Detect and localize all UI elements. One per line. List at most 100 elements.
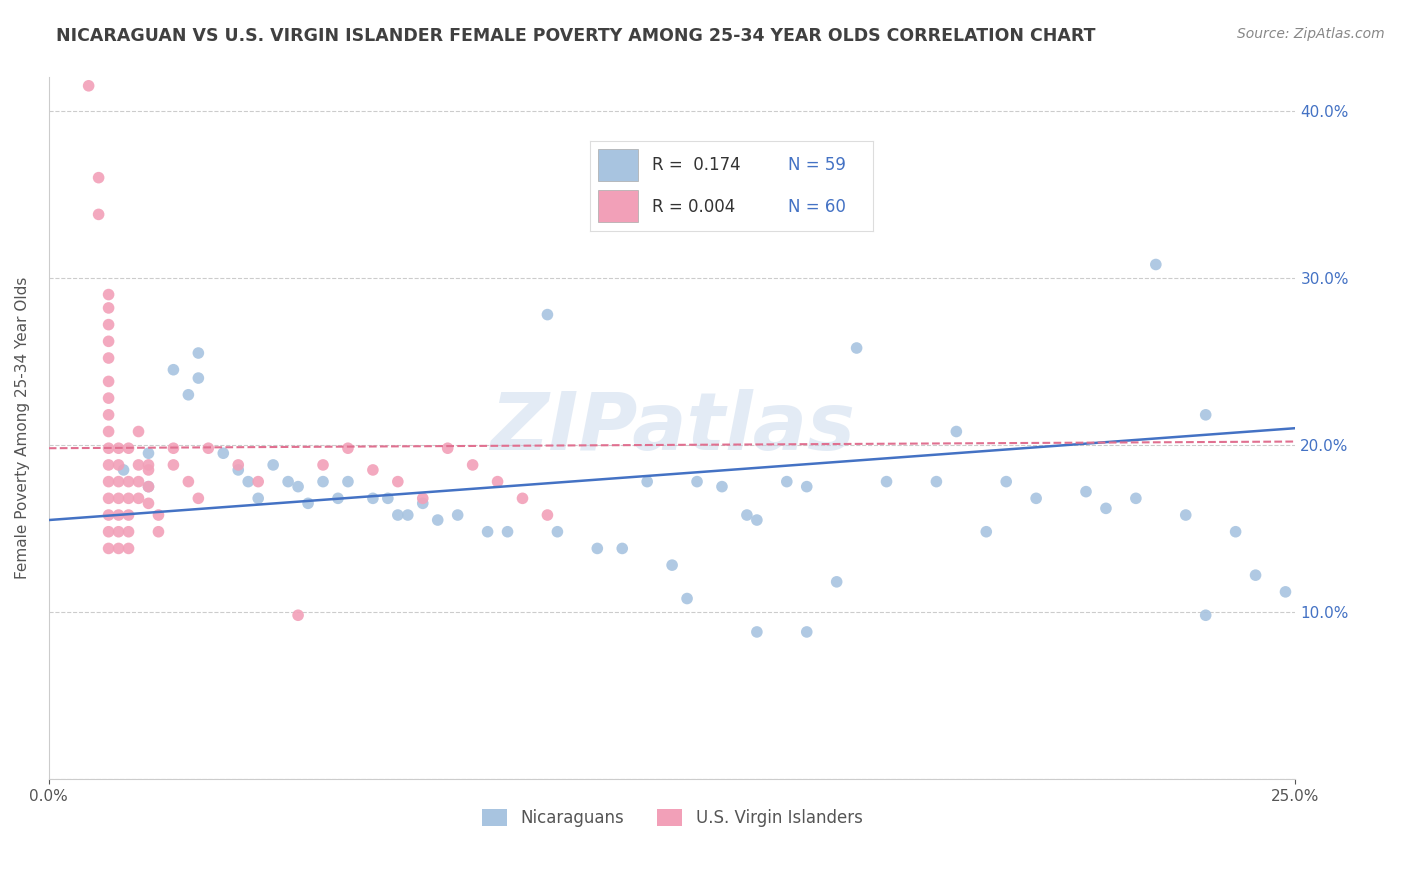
Point (312, 458, 335, 472)
Point (297, 496, 319, 510)
Point (97, 491, 120, 506)
Point (128, 425, 150, 439)
Point (107, 508, 129, 522)
Point (825, 574, 848, 589)
Point (387, 475, 409, 489)
Point (1095, 501, 1118, 516)
Point (107, 491, 129, 506)
Point (1195, 408, 1218, 422)
Point (97, 351, 120, 365)
Point (277, 475, 299, 489)
Point (97, 475, 120, 489)
Point (226, 458, 249, 472)
Point (546, 524, 568, 539)
Point (97, 287, 120, 301)
Point (117, 441, 139, 455)
Point (117, 475, 139, 489)
Bar (599, 190, 638, 222)
Point (212, 446, 235, 460)
Point (377, 491, 399, 506)
Point (138, 463, 160, 477)
Point (128, 475, 150, 489)
Bar (599, 149, 638, 181)
Point (312, 475, 335, 489)
Point (1195, 608, 1218, 623)
Point (536, 508, 558, 522)
Point (148, 524, 170, 539)
Point (1244, 568, 1267, 582)
Point (148, 508, 170, 522)
Text: N = 60: N = 60 (789, 197, 846, 216)
Text: N = 59: N = 59 (789, 156, 846, 175)
Point (97, 441, 120, 455)
Point (128, 491, 150, 506)
Y-axis label: Female Poverty Among 25-34 Year Olds: Female Poverty Among 25-34 Year Olds (15, 277, 30, 580)
Point (1174, 508, 1197, 522)
Point (77, 78, 100, 93)
Point (796, 480, 818, 494)
Point (187, 491, 209, 506)
Point (162, 362, 184, 376)
Point (477, 524, 499, 539)
Point (138, 480, 160, 494)
Point (447, 508, 470, 522)
Point (107, 441, 129, 455)
Point (486, 475, 509, 489)
Point (661, 558, 683, 573)
Point (138, 458, 160, 472)
Point (745, 624, 768, 639)
Point (226, 463, 249, 477)
Point (945, 425, 967, 439)
Point (735, 508, 758, 522)
Point (326, 491, 349, 506)
Point (612, 541, 634, 556)
Point (925, 475, 948, 489)
Point (676, 591, 699, 606)
Point (162, 458, 184, 472)
Point (876, 475, 898, 489)
Point (745, 513, 768, 527)
Point (97, 541, 120, 556)
Point (162, 441, 184, 455)
Text: R = 0.004: R = 0.004 (652, 197, 735, 216)
Point (117, 491, 139, 506)
Point (97, 301, 120, 315)
Text: Source: ZipAtlas.com: Source: ZipAtlas.com (1237, 27, 1385, 41)
Point (461, 458, 484, 472)
Point (496, 524, 519, 539)
Point (536, 308, 558, 322)
Legend: Nicaraguans, U.S. Virgin Islanders: Nicaraguans, U.S. Virgin Islanders (475, 802, 869, 834)
Point (247, 475, 270, 489)
Point (995, 475, 1018, 489)
Point (336, 441, 359, 455)
Point (177, 475, 200, 489)
Point (112, 463, 135, 477)
Point (436, 441, 458, 455)
Point (262, 458, 284, 472)
Point (1274, 585, 1296, 599)
Point (107, 458, 129, 472)
Point (1125, 491, 1147, 506)
Text: NICARAGUAN VS U.S. VIRGIN ISLANDER FEMALE POVERTY AMONG 25-34 YEAR OLDS CORRELAT: NICARAGUAN VS U.S. VIRGIN ISLANDER FEMAL… (56, 27, 1095, 45)
Point (138, 496, 160, 510)
Point (117, 524, 139, 539)
Point (97, 458, 120, 472)
Point (1225, 524, 1247, 539)
Point (238, 475, 260, 489)
Point (686, 475, 709, 489)
Point (412, 496, 434, 510)
Point (1025, 491, 1047, 506)
Point (97, 524, 120, 539)
Point (636, 475, 658, 489)
Point (117, 508, 139, 522)
Point (97, 391, 120, 405)
Point (776, 475, 799, 489)
Text: R =  0.174: R = 0.174 (652, 156, 741, 175)
Point (426, 513, 449, 527)
Point (287, 608, 309, 623)
Point (586, 541, 609, 556)
Point (128, 458, 150, 472)
Point (177, 388, 200, 402)
Point (97, 334, 120, 349)
Point (87, 170, 110, 185)
